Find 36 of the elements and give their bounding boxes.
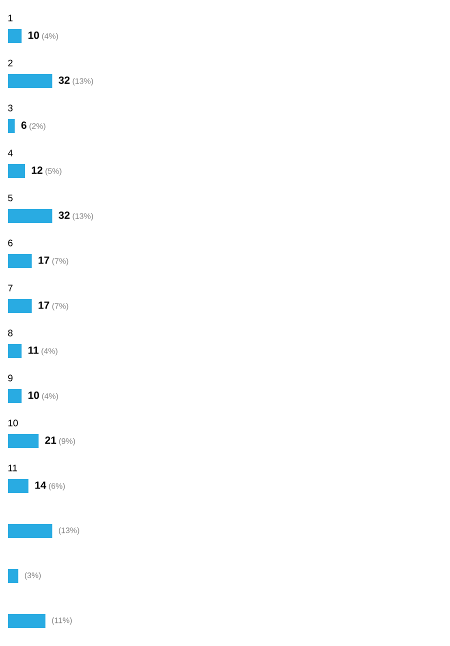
data-label: 11 (4%) <box>28 346 58 356</box>
data-label: 10 (4%) <box>28 392 58 400</box>
bar <box>8 524 52 538</box>
bar <box>8 569 18 584</box>
bar <box>8 209 52 224</box>
y-tick-label: 6 <box>8 240 13 246</box>
bar <box>8 74 52 88</box>
bar <box>8 119 15 133</box>
y-tick-label: 7 <box>8 284 12 292</box>
y-tick-label: 8 <box>8 330 13 336</box>
data-label: 12 (5%) <box>32 166 62 176</box>
bar <box>8 389 22 404</box>
y-tick-label: 4 <box>8 150 13 156</box>
y-tick-label: 5 <box>8 194 13 202</box>
y-tick-label: 2 <box>8 60 12 66</box>
data-label: 6 (2%) <box>21 122 46 130</box>
y-tick-label: 1 <box>8 14 12 22</box>
data-label: 17 (7%) <box>38 302 68 310</box>
data-label: 32 (13%) <box>58 76 94 86</box>
data-label: 21 (9%) <box>45 436 75 446</box>
data-label: 10 (4%) <box>28 32 58 40</box>
bar <box>8 344 22 358</box>
y-tick-label: 9 <box>8 374 13 382</box>
data-label: 32 (13%) <box>58 212 94 220</box>
y-tick-label: 11 <box>8 464 18 472</box>
data-label: 17 (7%) <box>38 256 68 266</box>
bar <box>8 614 46 628</box>
bar <box>8 479 28 494</box>
bar <box>8 299 32 314</box>
bar <box>8 164 25 178</box>
bar <box>8 29 22 43</box>
y-tick-label: 3 <box>8 104 13 112</box>
bar <box>8 254 32 268</box>
data-label: 14 (6%) <box>35 482 65 490</box>
bar <box>8 434 39 448</box>
y-tick-label: 10 <box>8 420 18 426</box>
